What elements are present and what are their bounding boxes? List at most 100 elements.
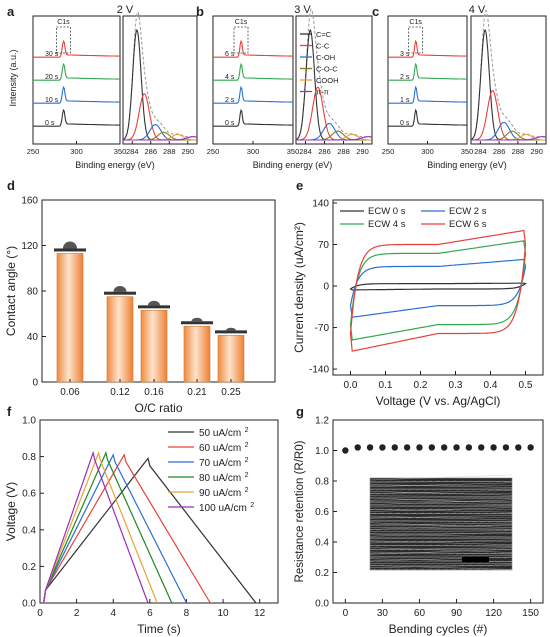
y-tick-label: -140 (309, 365, 329, 376)
sem-fiber (369, 498, 513, 501)
survey-trace-0 (213, 108, 293, 127)
component-peak (122, 28, 197, 141)
x-tick-label: 120 (485, 608, 502, 619)
x-axis-label: Bending cycles (#) (389, 622, 488, 636)
zoom-frame (295, 15, 373, 145)
y-tick-label: 120 (21, 241, 38, 252)
sem-fiber (369, 481, 513, 483)
x-tick-label: 250 (27, 147, 40, 156)
trace-label: 20 s (45, 74, 59, 81)
envelope (295, 8, 372, 141)
y-tick-label: 0.0 (22, 599, 36, 610)
x-tick-label: 60 (414, 608, 426, 619)
data-point (478, 444, 485, 451)
trace-label: 2 s (225, 97, 235, 104)
component-peak (296, 86, 372, 141)
x-tick-label: 284 (474, 147, 487, 156)
bar (140, 310, 168, 383)
panel-letter: a (7, 4, 15, 19)
data-point (416, 444, 423, 451)
substrate-icon (104, 291, 136, 295)
sem-fiber (369, 502, 513, 505)
x-axis-label: O/C ratio (134, 401, 182, 415)
legend-entry: 50 uA/cm (199, 428, 241, 439)
scale-bar (462, 557, 489, 562)
sem-fiber (369, 547, 513, 553)
c1s-box (233, 26, 249, 54)
legend-entry: ECW 4 s (368, 219, 406, 230)
gcd-curve (43, 450, 149, 604)
x-axis-label: Binding energy (eV) (427, 160, 507, 170)
legend-entry: COOH (316, 76, 339, 85)
trace-label: 0 s (225, 120, 235, 127)
survey-trace-2 (213, 62, 293, 81)
y-axis-label: Contact angle (°) (4, 246, 18, 336)
data-point (428, 444, 436, 451)
x-tick-label: 350 (114, 147, 127, 156)
sem-fiber (369, 527, 513, 530)
y-axis-label: Resistance retention (R/R0) (294, 440, 306, 582)
droplet-icon (191, 317, 203, 322)
sem-fiber (369, 524, 513, 530)
xps-panel-c: c 4 V 0 s 1 s 2 s 3 s C1s 250 300 350 284 286 288 290… (372, 4, 547, 170)
sem-fiber (369, 522, 513, 528)
sem-fiber (369, 515, 513, 519)
x-tick-label: 0.0 (344, 380, 358, 391)
data-point (354, 444, 361, 451)
x-tick-label: 4 (110, 608, 116, 619)
sem-fiber (369, 509, 513, 513)
data-point (453, 444, 460, 451)
trace-label: 10 s (45, 97, 59, 104)
y-axis-label: Voltage (V) (4, 482, 18, 541)
cv-curve (349, 240, 527, 341)
trace-label: 2 s (400, 74, 410, 81)
survey-trace-1 (33, 85, 120, 104)
x-tick-label: 8 (184, 608, 190, 619)
legend-entry: C-OH (316, 53, 335, 62)
data-point (391, 444, 398, 451)
sem-fiber (369, 505, 513, 508)
legend-entry: 90 uA/cm (199, 488, 241, 499)
y-axis-label: Intensity (a.u.) (8, 49, 18, 106)
sem-fiber (369, 547, 513, 550)
droplet-icon (113, 285, 127, 292)
trace-label: 3 s (400, 51, 410, 58)
data-point (490, 444, 497, 451)
plot-frame (332, 199, 544, 376)
sem-fiber (369, 520, 513, 522)
y-tick-label: 0.0 (315, 599, 329, 610)
legend-entry: C=C (316, 30, 332, 39)
sem-fiber (369, 549, 513, 555)
c1s-tag: C1s (235, 19, 248, 26)
x-axis-label: Binding energy (eV) (253, 160, 333, 170)
sem-fiber (369, 507, 513, 512)
x-tick-label: 290 (530, 147, 543, 156)
y-tick-label: 140 (312, 198, 329, 209)
x-axis-label: Binding energy (eV) (75, 160, 155, 170)
envelope (470, 9, 546, 141)
bar (56, 253, 84, 383)
survey-trace-1 (213, 85, 293, 104)
component-peak (295, 28, 372, 141)
x-tick-label: 90 (451, 608, 463, 619)
x-tick-label: 286 (318, 147, 331, 156)
legend-entry: C-O-C (316, 65, 338, 74)
c1s-tag: C1s (409, 19, 422, 26)
legend-superscript: 2 (245, 472, 249, 479)
survey-trace-0 (388, 108, 467, 127)
y-tick-label: 0 (323, 282, 329, 293)
x-axis-label: Time (s) (137, 622, 181, 636)
bar-panel-d: d 0 40 80 120 160 0.06 0.12 0.16 0.21 0.25 O/C rati… (4, 178, 276, 415)
survey-trace-2 (33, 62, 120, 81)
cv-curve (349, 282, 527, 291)
trace-label: 6 s (225, 51, 235, 58)
legend-entry: 80 uA/cm (199, 473, 241, 484)
x-tick-label: 300 (70, 147, 83, 156)
data-point (465, 444, 473, 451)
x-axis-label: Voltage (V vs. Ag/AgCl) (376, 394, 501, 408)
component-peak (296, 136, 372, 141)
x-tick-label: 286 (144, 147, 157, 156)
y-tick-label: 0.4 (315, 538, 329, 549)
x-tick-label: 0 (343, 608, 349, 619)
x-tick-label: 12 (254, 608, 266, 619)
